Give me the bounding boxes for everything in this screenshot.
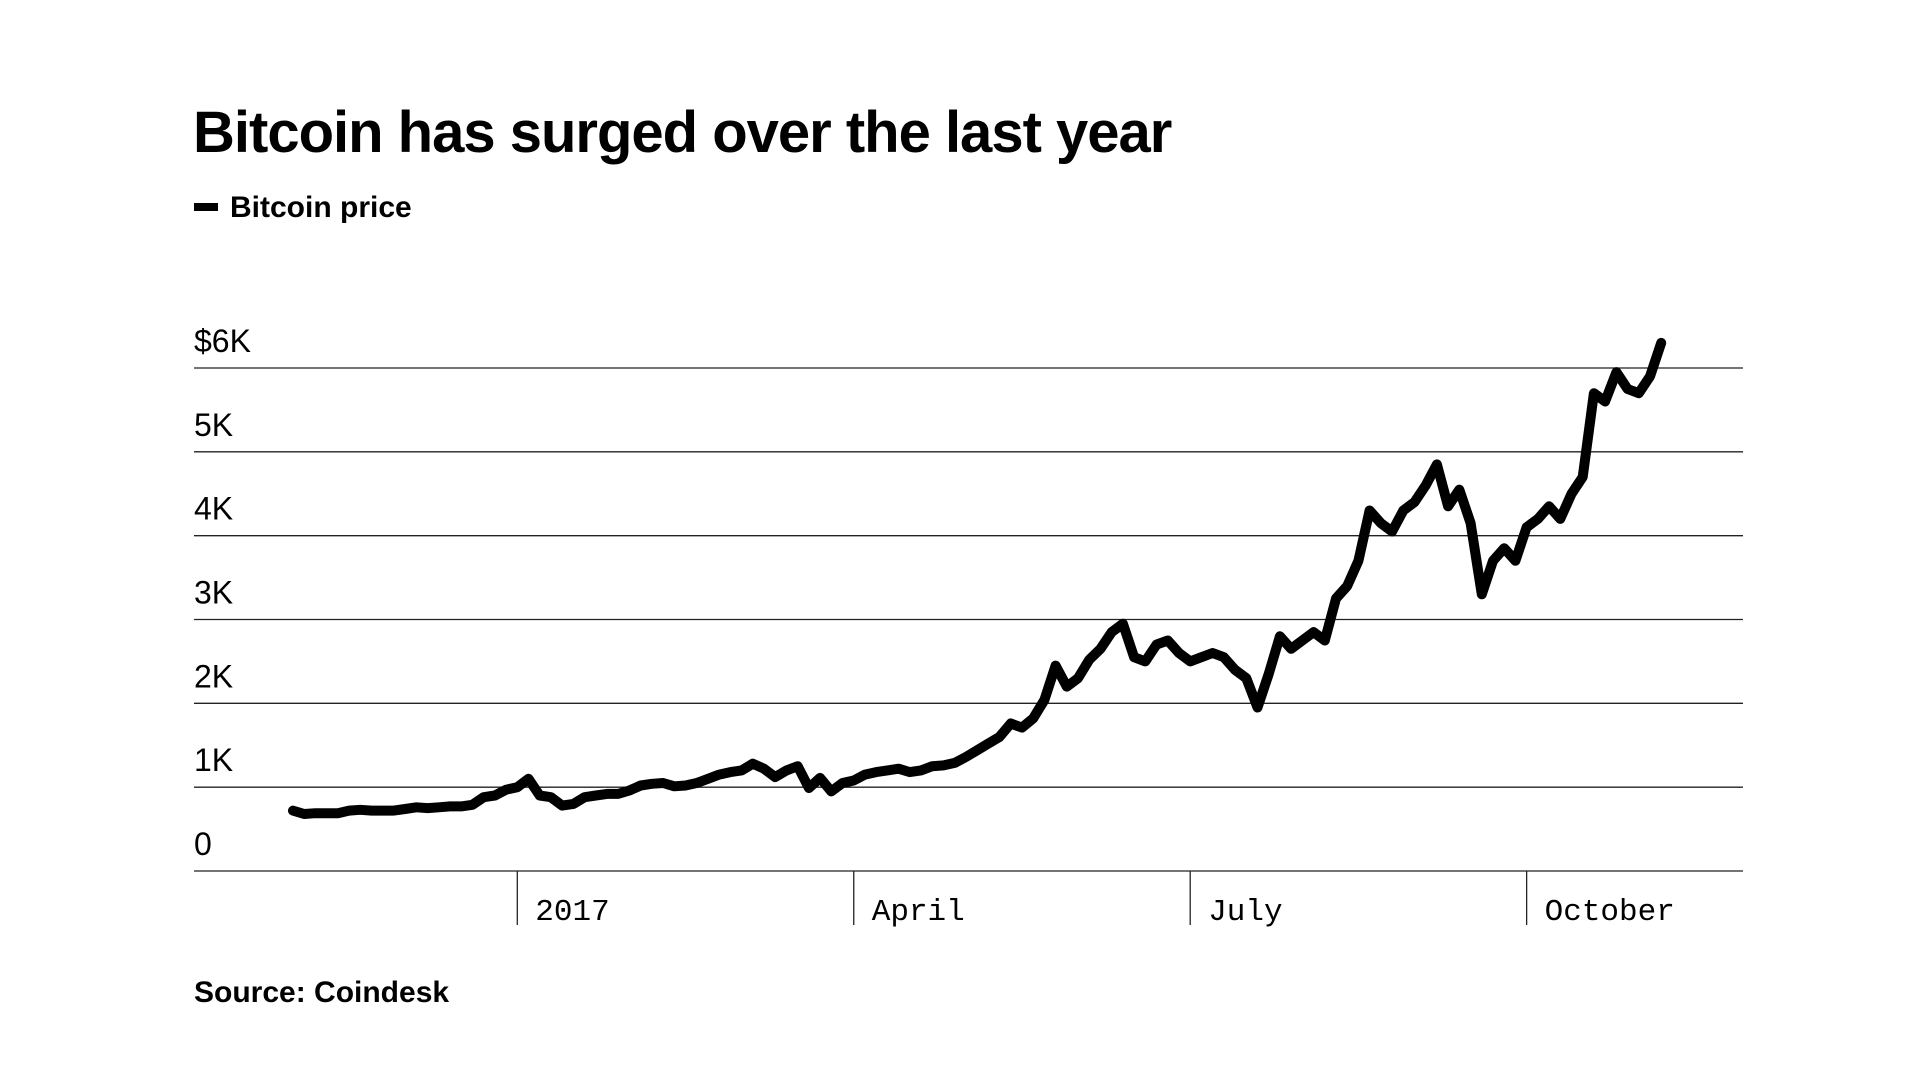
y-tick-label: $6K (194, 323, 251, 359)
y-tick-label: 0 (194, 826, 212, 862)
legend-label: Bitcoin price (230, 191, 412, 224)
y-tick-label: 5K (194, 407, 233, 443)
y-tick-label: 3K (194, 575, 233, 611)
x-tick-label: April (872, 895, 965, 930)
x-tick-label: July (1208, 895, 1282, 930)
x-tick-label: October (1545, 895, 1675, 930)
chart-title: Bitcoin has surged over the last year (193, 100, 1172, 165)
source: Source: Coindesk (194, 976, 449, 1009)
y-tick-label: 1K (194, 742, 233, 778)
y-tick-label: 4K (194, 491, 233, 527)
y-tick-label: 2K (194, 658, 233, 694)
x-tick-label: 2017 (535, 895, 609, 930)
price-line (288, 337, 1667, 819)
legend-swatch (194, 203, 218, 211)
